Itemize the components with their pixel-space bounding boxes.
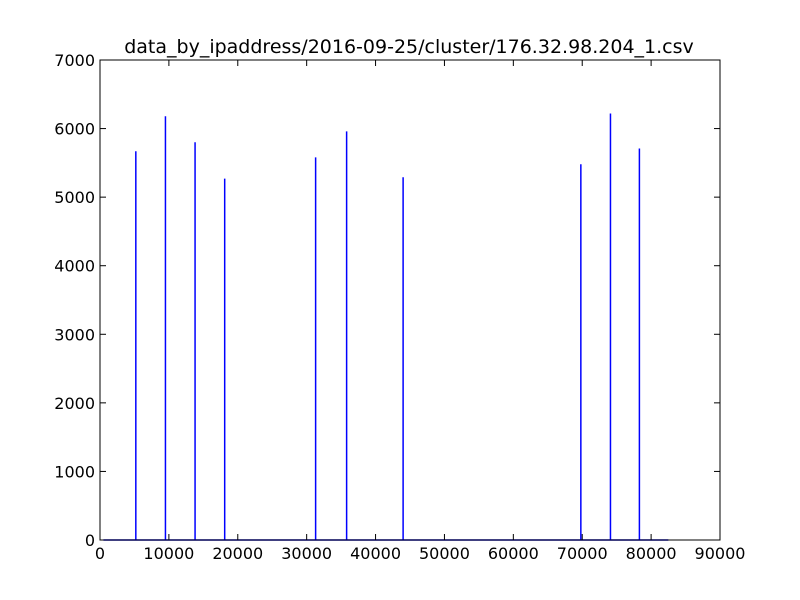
y-tick-label: 0 xyxy=(85,531,95,550)
plot-frame xyxy=(99,59,721,541)
y-tick-label: 4000 xyxy=(54,257,95,276)
x-tick-label: 90000 xyxy=(695,544,746,563)
x-tick-label: 70000 xyxy=(557,544,608,563)
chart-title: data_by_ipaddress/2016-09-25/cluster/176… xyxy=(124,36,694,58)
x-tick-label: 20000 xyxy=(212,544,263,563)
plot-area xyxy=(103,113,669,541)
x-tick-label: 40000 xyxy=(350,544,401,563)
x-tick-label: 10000 xyxy=(143,544,194,563)
axis-ticks: 0 10000 20000 30000 40000 50000 60000 70000 8000… xyxy=(54,51,745,563)
y-tick-label: 2000 xyxy=(54,394,95,413)
x-tick-label: 60000 xyxy=(488,544,539,563)
y-tick-label: 3000 xyxy=(54,325,95,344)
x-tick-label: 50000 xyxy=(419,544,470,563)
x-tick-label: 80000 xyxy=(626,544,677,563)
x-tick-label: 0 xyxy=(95,544,105,563)
x-tick-label: 30000 xyxy=(281,544,332,563)
y-tick-label: 6000 xyxy=(54,120,95,139)
y-tick-label: 1000 xyxy=(54,462,95,481)
y-tick-label: 7000 xyxy=(54,51,95,70)
y-tick-label: 5000 xyxy=(54,188,95,207)
